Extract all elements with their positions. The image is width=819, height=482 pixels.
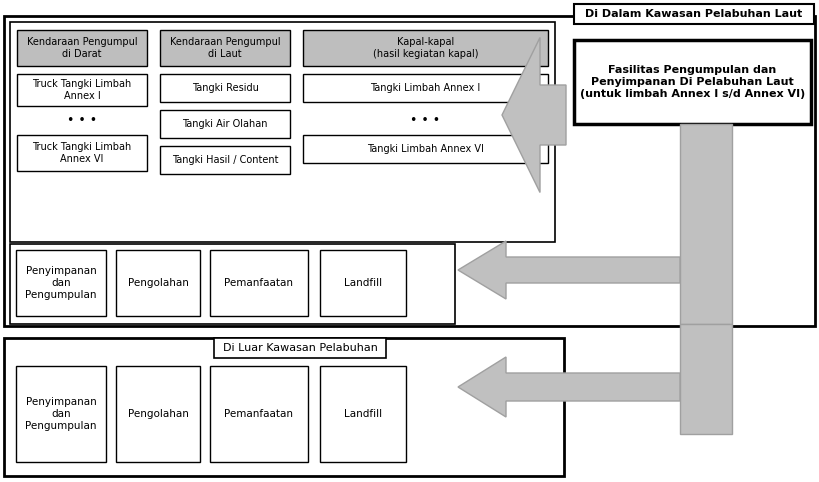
Text: Kendaraan Pengumpul
di Laut: Kendaraan Pengumpul di Laut <box>170 37 280 59</box>
Text: Fasilitas Pengumpulan dan
Penyimpanan Di Pelabuhan Laut
(untuk limbah Annex I s/: Fasilitas Pengumpulan dan Penyimpanan Di… <box>579 65 804 99</box>
Text: Pengolahan: Pengolahan <box>128 409 188 419</box>
Bar <box>214 338 386 358</box>
Polygon shape <box>501 38 565 192</box>
Bar <box>210 366 308 462</box>
Bar <box>10 244 455 324</box>
Bar <box>17 30 147 66</box>
Bar <box>160 74 290 102</box>
Text: Di Luar Kawasan Pelabuhan: Di Luar Kawasan Pelabuhan <box>222 343 377 353</box>
Bar <box>303 74 547 102</box>
Bar <box>303 135 547 163</box>
Polygon shape <box>458 357 679 417</box>
Bar <box>160 146 290 174</box>
Bar <box>16 250 106 316</box>
Text: Pemanfaatan: Pemanfaatan <box>224 409 293 419</box>
Text: Penyimpanan
dan
Pengumpulan: Penyimpanan dan Pengumpulan <box>25 266 97 300</box>
Text: Tangki Air Olahan: Tangki Air Olahan <box>182 119 268 129</box>
Text: Truck Tangki Limbah
Annex I: Truck Tangki Limbah Annex I <box>32 79 132 101</box>
Bar <box>16 366 106 462</box>
Text: Landfill: Landfill <box>343 409 382 419</box>
Bar <box>319 366 405 462</box>
Text: Tangki Limbah Annex VI: Tangki Limbah Annex VI <box>367 144 483 154</box>
Bar <box>4 16 814 326</box>
Bar <box>17 135 147 171</box>
Text: Pemanfaatan: Pemanfaatan <box>224 278 293 288</box>
Bar <box>10 22 554 242</box>
Bar <box>679 124 731 324</box>
Bar <box>160 30 290 66</box>
Bar <box>573 40 810 124</box>
Bar <box>4 338 563 476</box>
Text: • • •: • • • <box>410 113 440 126</box>
Text: Tangki Limbah Annex I: Tangki Limbah Annex I <box>370 83 480 93</box>
Text: Kapal-kapal
(hasil kegiatan kapal): Kapal-kapal (hasil kegiatan kapal) <box>373 37 477 59</box>
Bar <box>679 324 731 434</box>
Bar <box>17 74 147 106</box>
Polygon shape <box>458 241 679 299</box>
Text: • • •: • • • <box>67 113 97 126</box>
Text: Landfill: Landfill <box>343 278 382 288</box>
Text: Kendaraan Pengumpul
di Darat: Kendaraan Pengumpul di Darat <box>27 37 137 59</box>
Text: Tangki Residu: Tangki Residu <box>192 83 258 93</box>
Bar <box>115 250 200 316</box>
Bar <box>115 366 200 462</box>
Bar <box>160 110 290 138</box>
Text: Pengolahan: Pengolahan <box>128 278 188 288</box>
Text: Penyimpanan
dan
Pengumpulan: Penyimpanan dan Pengumpulan <box>25 397 97 431</box>
Bar <box>319 250 405 316</box>
Text: Tangki Hasil / Content: Tangki Hasil / Content <box>171 155 278 165</box>
Bar <box>573 4 813 24</box>
Text: Di Dalam Kawasan Pelabuhan Laut: Di Dalam Kawasan Pelabuhan Laut <box>585 9 802 19</box>
Text: Truck Tangki Limbah
Annex VI: Truck Tangki Limbah Annex VI <box>32 142 132 164</box>
Bar <box>303 30 547 66</box>
Bar <box>210 250 308 316</box>
